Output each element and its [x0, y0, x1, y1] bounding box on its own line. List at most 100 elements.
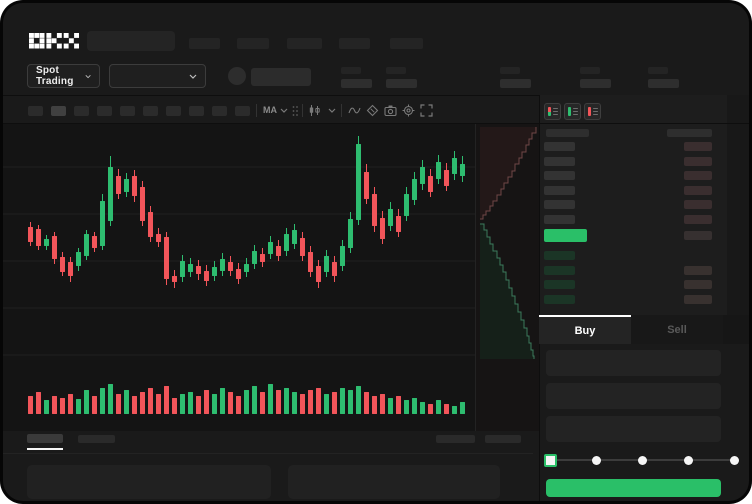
orderbook-view-split-button[interactable] — [544, 103, 561, 120]
bottom-toolbar-item[interactable] — [485, 435, 521, 443]
ma-chevron-down-icon[interactable] — [280, 108, 288, 113]
tab-buy[interactable]: Buy — [539, 315, 631, 344]
ask-row-amount — [684, 200, 712, 209]
dots-grid-icon[interactable] — [291, 105, 299, 117]
expand-fullscreen-icon[interactable] — [420, 104, 433, 117]
bid-row-amount — [684, 266, 712, 275]
volume-bar — [164, 386, 169, 414]
bid-row-price[interactable] — [544, 280, 575, 289]
volume-bar — [132, 396, 137, 414]
volume-bar — [316, 388, 321, 414]
volume-bar — [68, 394, 73, 414]
search-input[interactable] — [87, 31, 175, 51]
tag-drawing-icon[interactable] — [366, 104, 379, 117]
ma-indicator-label[interactable]: MA — [263, 105, 277, 115]
bid-row-price[interactable] — [544, 251, 575, 260]
candle-body — [92, 236, 97, 248]
toolbar-divider — [341, 104, 342, 117]
percent-slider-stop[interactable] — [591, 455, 601, 465]
timeframe-button[interactable] — [51, 106, 66, 116]
price-chart[interactable] — [3, 124, 539, 431]
volume-bar — [92, 396, 97, 414]
bid-row-price[interactable] — [544, 295, 575, 304]
stat-label-placeholder — [580, 67, 600, 74]
bottom-toolbar-item[interactable] — [436, 435, 475, 443]
orderbook-view-asks-button[interactable] — [584, 103, 601, 120]
ask-row-price[interactable] — [544, 142, 575, 151]
timeframe-button[interactable] — [235, 106, 250, 116]
pair-dropdown[interactable] — [109, 64, 206, 88]
volume-bar — [420, 402, 425, 414]
candle-body — [340, 246, 345, 266]
volume-bar — [220, 388, 225, 414]
ask-row-price[interactable] — [544, 171, 575, 180]
nav-item[interactable] — [339, 38, 370, 49]
nav-item[interactable] — [237, 38, 269, 49]
candle-body — [252, 251, 257, 264]
timeframe-button[interactable] — [120, 106, 135, 116]
camera-icon[interactable] — [384, 104, 397, 117]
price-input[interactable] — [546, 350, 721, 376]
ask-row-price[interactable] — [544, 186, 575, 195]
volume-bar — [292, 392, 297, 414]
volume-bar — [340, 388, 345, 414]
total-input[interactable] — [546, 416, 721, 442]
volume-bar — [252, 386, 257, 414]
candle-type-icon[interactable] — [308, 104, 321, 117]
stat-label-placeholder — [648, 67, 668, 74]
tab-sell[interactable]: Sell — [631, 315, 723, 344]
nav-item[interactable] — [189, 38, 220, 49]
orderbook-amount-header — [667, 129, 712, 137]
timeframe-button[interactable] — [189, 106, 204, 116]
candle-body — [364, 172, 369, 199]
stat-value-placeholder — [341, 79, 372, 88]
percent-slider-stop[interactable] — [729, 455, 739, 465]
candle-body — [420, 167, 425, 184]
percent-slider-stop[interactable] — [637, 455, 647, 465]
volume-bar — [284, 388, 289, 414]
volume-bar — [148, 388, 153, 414]
percent-slider-stop[interactable] — [683, 455, 693, 465]
last-price-amount-placeholder — [684, 231, 712, 240]
timeframe-button[interactable] — [74, 106, 89, 116]
candle-body — [348, 219, 353, 248]
gear-icon[interactable] — [402, 104, 415, 117]
market-type-dropdown[interactable]: Spot Trading — [27, 64, 100, 88]
buy-submit-button[interactable] — [546, 479, 721, 497]
volume-bar — [396, 396, 401, 414]
candle-body — [188, 264, 193, 272]
wave-indicator-icon[interactable] — [348, 105, 361, 116]
percent-slider-handle[interactable] — [544, 454, 557, 467]
bottom-tab-active[interactable] — [27, 434, 63, 443]
timeframe-button[interactable] — [28, 106, 43, 116]
okx-logo[interactable] — [29, 33, 79, 49]
candle-body — [452, 158, 457, 174]
ask-row-price[interactable] — [544, 157, 575, 166]
candle-body — [396, 216, 401, 232]
ask-row-price[interactable] — [544, 200, 575, 209]
candle-body — [204, 271, 209, 281]
toolbar-divider — [302, 104, 303, 117]
volume-bar — [380, 394, 385, 414]
bottom-tab[interactable] — [78, 435, 115, 443]
ask-row-price[interactable] — [544, 215, 575, 224]
nav-item[interactable] — [390, 38, 423, 49]
volume-bar — [348, 390, 353, 414]
volume-bar — [460, 402, 465, 414]
volume-bar — [84, 390, 89, 414]
candle-body — [180, 261, 185, 277]
orders-panel-placeholder — [288, 465, 500, 499]
timeframe-button[interactable] — [97, 106, 112, 116]
timeframe-button[interactable] — [212, 106, 227, 116]
candle-type-chevron-down-icon[interactable] — [328, 108, 336, 113]
orderbook-scroll-gutter[interactable] — [727, 95, 749, 315]
last-price-badge[interactable] — [544, 229, 587, 242]
timeframe-button[interactable] — [143, 106, 158, 116]
ask-row-amount — [684, 186, 712, 195]
nav-item[interactable] — [287, 38, 322, 49]
timeframe-button[interactable] — [166, 106, 181, 116]
ask-row-amount — [684, 157, 712, 166]
bid-row-price[interactable] — [544, 266, 575, 275]
amount-input[interactable] — [546, 383, 721, 409]
orderbook-view-bids-button[interactable] — [564, 103, 581, 120]
